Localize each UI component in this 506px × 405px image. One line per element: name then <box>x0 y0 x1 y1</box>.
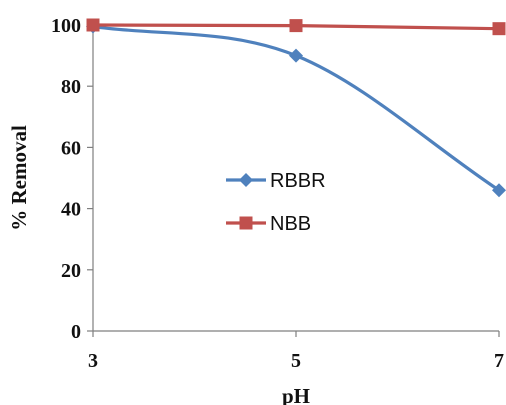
x-axis-ticks: 3 5 7 <box>88 331 504 372</box>
y-tick-label: 80 <box>61 76 81 98</box>
data-point-nbb <box>86 18 100 32</box>
y-tick-label: 0 <box>71 321 81 343</box>
series-nbb <box>86 18 506 36</box>
data-point-nbb <box>492 22 506 36</box>
legend: RBBR NBB <box>226 170 326 235</box>
y-tick-label: 100 <box>51 15 81 37</box>
data-point-rbbr <box>289 48 303 63</box>
legend-label-nbb: NBB <box>270 213 311 235</box>
y-tick-label: 60 <box>61 137 81 159</box>
data-point-nbb <box>289 19 303 33</box>
legend-label-rbbr: RBBR <box>270 170 326 192</box>
legend-marker-nbb <box>239 216 253 230</box>
y-tick-label: 40 <box>61 199 81 221</box>
x-tick-label: 3 <box>88 350 98 372</box>
legend-marker-rbbr <box>239 173 253 187</box>
x-axis-title: pH <box>282 384 310 405</box>
x-tick-label: 5 <box>291 350 301 372</box>
x-tick-label: 7 <box>494 350 504 372</box>
data-point-rbbr <box>492 183 506 198</box>
y-tick-label: 20 <box>61 260 81 282</box>
y-axis-title: % Removal <box>7 125 31 231</box>
y-axis-ticks: 0 20 40 60 80 100 <box>51 15 93 343</box>
series-layer <box>86 18 506 198</box>
